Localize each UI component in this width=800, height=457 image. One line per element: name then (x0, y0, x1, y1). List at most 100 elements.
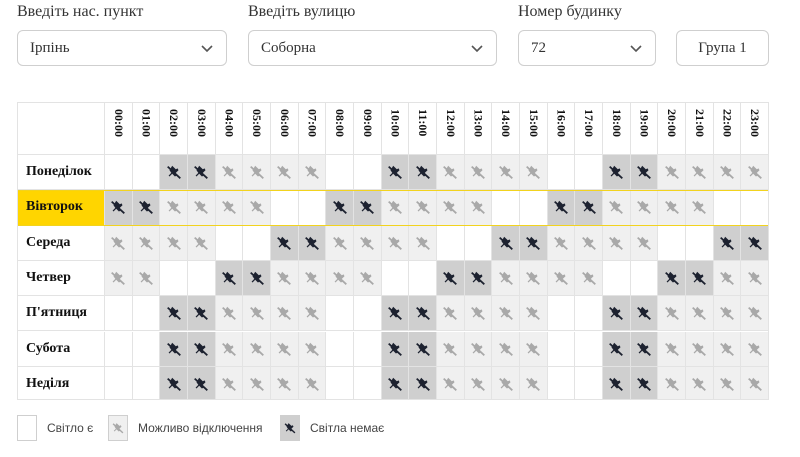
hour-cell (629, 155, 658, 191)
settlement-select[interactable]: Ірпінь (17, 30, 227, 66)
no-power-plug-icon (415, 307, 430, 321)
hour-cell (270, 331, 298, 367)
no-power-plug-icon (111, 271, 126, 285)
no-power-plug-icon (471, 201, 485, 215)
no-power-plug-icon (692, 342, 707, 356)
hour-cell (519, 296, 547, 332)
outage-schedule-table: 00:00 01:00 02:00 03:00 04:00 05:00 06:00 07:00… (17, 102, 769, 400)
no-power-plug-icon (222, 201, 236, 215)
hour-cell (353, 296, 381, 332)
hour-cell (712, 225, 741, 261)
hour-cell (297, 296, 326, 332)
hour-cell (740, 296, 768, 332)
no-power-plug-icon (305, 377, 319, 391)
hour-header: 17:00 (574, 103, 603, 155)
hour-cell (436, 331, 464, 367)
hour-cell (297, 366, 326, 399)
no-power-plug-icon (498, 165, 513, 180)
no-power-plug-icon (360, 271, 375, 285)
hour-label: 16:00 (554, 109, 569, 137)
hour-cell (602, 366, 630, 399)
today-row-outline (18, 190, 768, 192)
hour-cell (519, 331, 547, 367)
no-power-plug-icon (222, 307, 236, 321)
hour-cell (214, 260, 243, 297)
hour-cell (408, 260, 437, 297)
house-select[interactable]: 72 (518, 30, 656, 66)
legend-label: Світло є (47, 421, 94, 435)
hour-header: 06:00 (270, 103, 298, 155)
no-power-plug-icon (249, 165, 264, 180)
hour-cell (159, 190, 187, 226)
hour-label: 15:00 (526, 109, 541, 137)
hour-cell (408, 296, 437, 332)
no-power-plug-icon (664, 307, 679, 321)
hour-cell (270, 190, 298, 226)
hour-cell (546, 296, 575, 332)
hour-cell (187, 190, 215, 226)
hour-cell (353, 225, 381, 261)
no-power-plug-icon (720, 236, 734, 250)
hour-cell (380, 190, 409, 226)
legend-label: Світла немає (310, 421, 385, 435)
no-power-plug-icon (526, 271, 541, 285)
hour-header: 05:00 (242, 103, 270, 155)
no-power-plug-icon (471, 271, 485, 285)
hour-cell (242, 225, 270, 261)
hour-cell (463, 331, 492, 367)
hour-cell (131, 225, 160, 261)
no-power-plug-icon (747, 165, 762, 180)
hour-cell (325, 296, 354, 332)
hour-label: 21:00 (692, 109, 707, 137)
no-power-plug-icon (443, 165, 458, 180)
hour-cell (297, 260, 326, 297)
hour-cell (297, 155, 326, 191)
hour-header: 00:00 (104, 103, 132, 155)
hour-cell (574, 225, 603, 261)
hour-cell (159, 260, 187, 297)
no-power-plug-icon (609, 165, 624, 180)
hour-cell (602, 331, 630, 367)
no-power-plug-icon (388, 342, 402, 356)
street-value: Соборна (261, 39, 316, 56)
hour-label: 04:00 (222, 109, 237, 137)
no-power-plug-icon (249, 342, 264, 356)
no-power-plug-icon (581, 271, 596, 285)
hour-cell (519, 225, 547, 261)
no-power-plug-icon (388, 236, 402, 250)
street-select[interactable]: Соборна (248, 30, 497, 66)
hour-cell (214, 225, 243, 261)
hour-cell (491, 190, 520, 226)
no-power-plug-icon (415, 342, 430, 356)
group-button[interactable]: Група 1 (676, 30, 769, 66)
no-power-plug-icon (720, 307, 734, 321)
no-power-plug-icon (194, 201, 209, 215)
hour-cell (657, 225, 686, 261)
no-power-plug-icon (166, 236, 181, 250)
no-power-plug-icon (194, 165, 209, 180)
hour-cell (214, 331, 243, 367)
hour-cell (131, 155, 160, 191)
no-power-plug-icon (498, 342, 513, 356)
no-power-plug-icon (554, 201, 568, 215)
no-power-plug-icon (498, 236, 513, 250)
hour-label: 17:00 (582, 109, 597, 137)
hour-label: 11:00 (416, 109, 431, 137)
hour-header: 16:00 (546, 103, 575, 155)
hour-cell (491, 331, 520, 367)
hour-cell (740, 155, 768, 191)
hour-label: 06:00 (277, 109, 292, 137)
hour-cell (380, 366, 409, 399)
hour-cell (353, 155, 381, 191)
hour-cell (436, 190, 464, 226)
hour-cell (491, 225, 520, 261)
hour-cell (270, 260, 298, 297)
hour-cell (740, 225, 768, 261)
hour-cell (436, 260, 464, 297)
no-power-plug-icon (166, 201, 181, 215)
hour-cell (629, 225, 658, 261)
hour-header: 23:00 (740, 103, 768, 155)
no-power-plug-icon (166, 377, 181, 391)
hour-cell (104, 190, 132, 226)
hour-label: 02:00 (167, 109, 182, 137)
